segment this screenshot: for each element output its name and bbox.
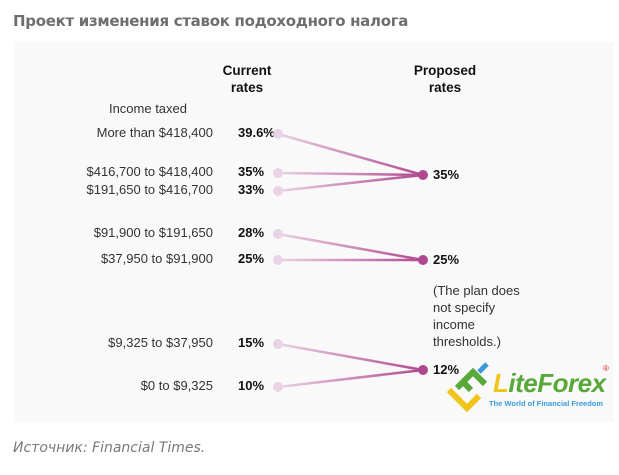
slope-line [277,173,424,193]
proposed-rate-label: 35% [433,167,460,182]
logo-wordmark: LiteForex [493,368,606,398]
bracket-label: More than $418,400 [96,125,213,140]
logo-mark-icon [446,362,489,412]
proposed-rates-header: Proposed rates [413,63,477,95]
proposed-rate-label: 12% [433,362,460,377]
current-rate-label: 33% [238,182,265,197]
income-taxed-label: Income taxed [108,101,187,116]
proposed-rate-label: 25% [433,252,460,267]
proposed-rate-dot [418,365,428,375]
slope-line [277,171,424,177]
slope-line [277,232,424,262]
liteforex-logo: LiteForex ® The World of Financial Freed… [446,362,613,412]
bracket-label: $9,325 to $37,950 [108,335,213,350]
bracket-label: $0 to $9,325 [140,378,213,393]
slope-line [277,132,424,177]
current-rate-dot [273,339,283,349]
logo-tagline: The World of Financial Freedom [489,399,604,408]
current-rate-label: 10% [238,378,265,393]
source-note: Источник: Financial Times. [13,440,206,456]
current-rate-label: 25% [238,251,265,266]
current-rate-dot [273,168,283,178]
current-rate-label: 28% [238,225,265,240]
current-rate-dot [273,255,283,265]
note-text: (The plan does not specify income thresh… [433,283,520,349]
current-rate-dot [273,129,283,139]
chart-panel [14,42,613,422]
bracket-label: $37,950 to $91,900 [100,251,213,266]
current-rate-dot [273,186,283,196]
current-rate-label: 35% [238,164,265,179]
registered-icon: ® [603,364,609,373]
proposed-rate-dot [418,170,428,180]
bracket-label: $416,700 to $418,400 [86,164,213,179]
slope-line [277,342,424,372]
bracket-label: $91,900 to $191,650 [93,225,213,240]
current-rate-label: 15% [238,335,265,350]
page-title: Проект изменения ставок подоходного нало… [13,12,409,30]
bracket-label: $191,650 to $416,700 [86,182,213,197]
current-rates-header: Current rates [222,63,272,95]
current-rate-dot [273,382,283,392]
slope-line [277,368,424,389]
current-rate-label: 39.6% [238,125,275,140]
proposed-rate-dot [418,255,428,265]
thresholds-note: (The plan does not specify income thresh… [433,282,533,350]
current-rate-dot [273,229,283,239]
